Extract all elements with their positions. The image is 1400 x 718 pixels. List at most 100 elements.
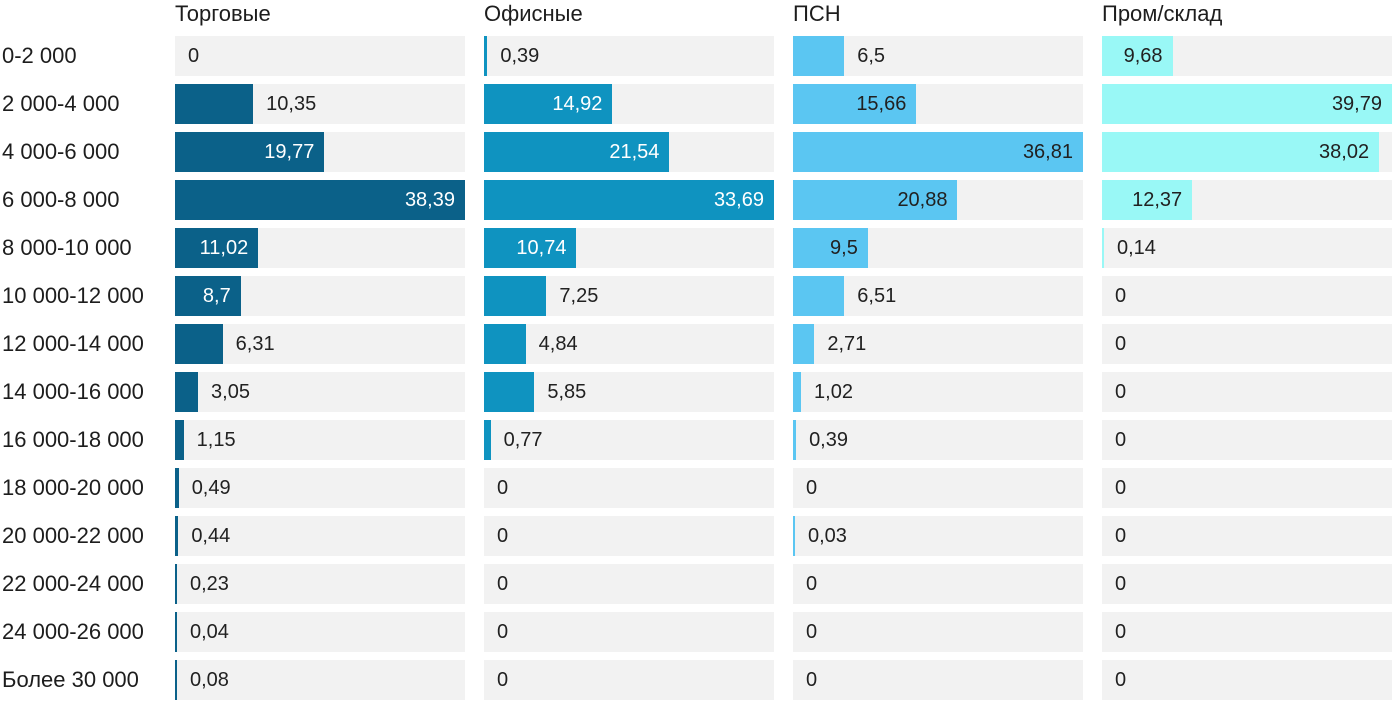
- bar-fill: [175, 660, 177, 700]
- bar-track: 0: [793, 468, 1083, 508]
- bar-track: 0: [1102, 324, 1392, 364]
- bar-track: 0: [1102, 276, 1392, 316]
- row-label: 10 000-12 000: [2, 283, 144, 308]
- bar-track: 9,68: [1102, 36, 1392, 76]
- bar-track: 0,77: [484, 420, 774, 460]
- bar-fill: [793, 180, 958, 220]
- bar-track: 0: [1102, 372, 1392, 412]
- bar-track: 6,5: [793, 36, 1083, 76]
- bar-fill: [175, 228, 259, 268]
- bar-track: 0: [1102, 468, 1392, 508]
- bar-value-label: 1,02: [814, 380, 853, 403]
- bar-value-label: 0: [806, 620, 818, 643]
- bar-value-label: 9,5: [830, 236, 858, 259]
- bar-track: 10,35: [175, 84, 465, 124]
- bar-fill: [484, 132, 670, 172]
- bar-fill: [484, 324, 526, 364]
- bar-value-label: 7,25: [559, 284, 599, 307]
- bar-fill: [1102, 132, 1380, 172]
- bar-value-label: 0,49: [191, 476, 231, 499]
- bar-track: 0: [793, 564, 1083, 604]
- bar-value-label: 0: [1115, 428, 1127, 451]
- bar-track: 0: [484, 468, 774, 508]
- bar-fill: [175, 420, 184, 460]
- bar-track: 0,39: [484, 36, 774, 76]
- row-label: 14 000-16 000: [2, 379, 144, 404]
- bar-fill: [793, 372, 802, 412]
- bar-fill: [175, 564, 177, 604]
- column-header-ofisnye: Офисные: [484, 1, 583, 26]
- bar-fill: [793, 516, 795, 556]
- bar-fill: [175, 180, 465, 220]
- bar-track: 0,49: [175, 468, 465, 508]
- bar-track: 0: [1102, 660, 1392, 700]
- bar-track: 6,31: [175, 324, 465, 364]
- bar-value-label: 39,79: [1331, 92, 1382, 115]
- bar-fill: [484, 276, 547, 316]
- bar-fill: [793, 228, 868, 268]
- bar-fill: [175, 276, 241, 316]
- bar-value-label: 1,15: [196, 428, 236, 451]
- bar-value-label: 0: [1115, 332, 1127, 355]
- bar-value-label: 0: [497, 524, 509, 547]
- bar-track: 19,77: [175, 132, 465, 172]
- bar-value-label: 0,23: [190, 572, 229, 595]
- bar-value-label: 0: [1115, 572, 1127, 595]
- bar-value-label: 5,85: [547, 380, 587, 403]
- bar-value-label: 0: [806, 668, 818, 691]
- row-label: 8 000-10 000: [2, 235, 132, 260]
- bar-track: 38,02: [1102, 132, 1392, 172]
- bar-track: 38,39: [175, 180, 465, 220]
- bar-value-label: 0,77: [503, 428, 543, 451]
- bar-fill: [1102, 36, 1173, 76]
- bar-track: 20,88: [793, 180, 1083, 220]
- bar-track: 0,08: [175, 660, 465, 700]
- bar-track: 1,02: [793, 372, 1083, 412]
- bar-track: 2,71: [793, 324, 1083, 364]
- bar-fill: [484, 36, 488, 76]
- bar-track: 14,92: [484, 84, 774, 124]
- row-label: 22 000-24 000: [2, 571, 144, 596]
- bar-value-label: 19,77: [264, 140, 315, 163]
- bar-fill: [175, 324, 223, 364]
- bar-value-label: 0: [188, 44, 200, 67]
- bar-value-label: 0: [1115, 476, 1127, 499]
- row-label: 2 000-4 000: [2, 91, 120, 116]
- bar-fill: [175, 612, 177, 652]
- bar-value-label: 0: [497, 476, 509, 499]
- row-label: 6 000-8 000: [2, 187, 120, 212]
- row-label: 4 000-6 000: [2, 139, 120, 164]
- bar-track: 0,14: [1102, 228, 1392, 268]
- row-label: Более 30 000: [2, 667, 139, 692]
- row-label: 0-2 000: [2, 43, 77, 68]
- bar-value-label: 38,02: [1319, 140, 1370, 163]
- bar-value-label: 0: [497, 668, 509, 691]
- bar-fill: [793, 324, 815, 364]
- bar-fill: [175, 516, 179, 556]
- bar-fill: [793, 420, 797, 460]
- bar-track: 0,23: [175, 564, 465, 604]
- bar-value-label: 10,35: [266, 92, 317, 115]
- bar-track: 39,79: [1102, 84, 1392, 124]
- bar-track: 0,44: [175, 516, 465, 556]
- bar-track: 12,37: [1102, 180, 1392, 220]
- bar-track: 6,51: [793, 276, 1083, 316]
- bar-fill: [175, 468, 179, 508]
- bar-value-label: 21,54: [609, 140, 660, 163]
- bar-track: 0: [484, 660, 774, 700]
- column-headers: Торговые Офисные ПСН Пром/склад: [0, 0, 1392, 36]
- bar-value-label: 0,08: [190, 668, 229, 691]
- bar-value-label: 0: [497, 572, 509, 595]
- row-label: 16 000-18 000: [2, 427, 144, 452]
- bar-value-label: 0,39: [500, 44, 540, 67]
- bar-track: 0: [1102, 612, 1392, 652]
- bar-value-label: 0,04: [190, 620, 229, 643]
- bar-track: 0: [1102, 564, 1392, 604]
- bar-track: 0,39: [793, 420, 1083, 460]
- bar-track: 0: [793, 612, 1083, 652]
- row-label: 12 000-14 000: [2, 331, 144, 356]
- bar-value-label: 14,92: [552, 92, 603, 115]
- bar-fill: [793, 276, 845, 316]
- bar-fill: [793, 36, 845, 76]
- bar-track: 3,05: [175, 372, 465, 412]
